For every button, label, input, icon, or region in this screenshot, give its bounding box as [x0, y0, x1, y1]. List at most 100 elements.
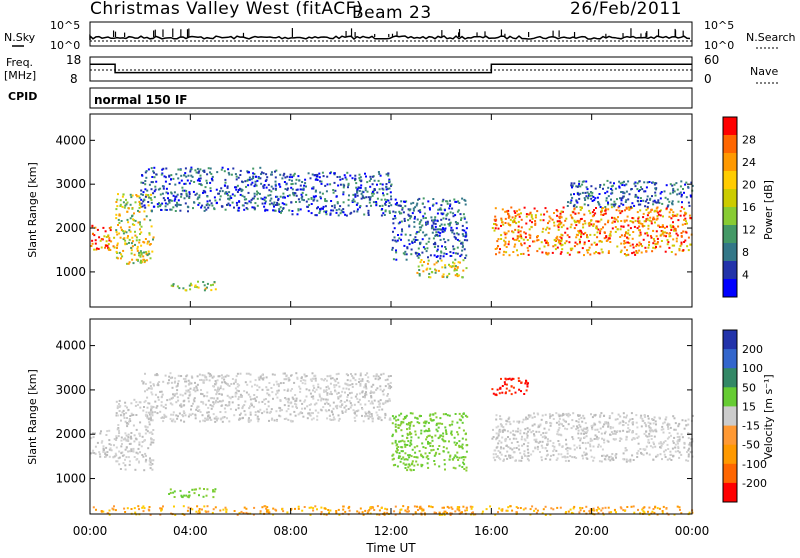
velocity-cell [360, 380, 362, 382]
power-cell [105, 245, 107, 247]
power-cell [409, 209, 411, 211]
velocity-cell [425, 452, 427, 454]
velocity-cell [108, 430, 110, 432]
power-cell [116, 205, 118, 207]
power-cell [624, 234, 626, 236]
power-cell [369, 202, 371, 204]
velocity-cell [142, 505, 144, 507]
power-cell [643, 239, 645, 241]
power-cell [443, 253, 445, 255]
power-cell [626, 220, 628, 222]
velocity-cell [264, 403, 266, 405]
power-cell [649, 217, 651, 219]
power-cell [446, 276, 448, 278]
velocity-cell [214, 421, 216, 423]
velocity-cell [659, 508, 661, 510]
velocity-cell [515, 438, 517, 440]
power-cell [392, 231, 394, 233]
power-colorbar-tick-label: 8 [742, 246, 749, 259]
velocity-cell [327, 375, 329, 377]
velocity-cell [421, 442, 423, 444]
velocity-cell [518, 460, 520, 462]
velocity-cell [610, 427, 612, 429]
velocity-cell [584, 436, 586, 438]
velocity-cell [261, 378, 263, 380]
velocity-cell [327, 386, 329, 388]
velocity-cell [372, 384, 374, 386]
power-cell [126, 231, 128, 233]
velocity-cell [556, 433, 558, 435]
velocity-cell [125, 439, 127, 441]
velocity-cell [568, 460, 570, 462]
power-cell [452, 229, 454, 231]
velocity-cell [306, 375, 308, 377]
power-cell [667, 243, 669, 245]
velocity-cell [261, 506, 263, 508]
velocity-cell [215, 506, 217, 508]
velocity-cell [395, 429, 397, 431]
velocity-cell [508, 418, 510, 420]
power-cell [442, 200, 444, 202]
power-cell [688, 202, 690, 204]
velocity-cell [505, 391, 507, 393]
velocity-cell [373, 375, 375, 377]
power-cell [422, 203, 424, 205]
power-cell [611, 192, 613, 194]
velocity-cell [567, 453, 569, 455]
velocity-cell [359, 393, 361, 395]
power-cell [648, 244, 650, 246]
velocity-cell [280, 400, 282, 402]
velocity-cell [101, 442, 103, 444]
velocity-cell [594, 424, 596, 426]
velocity-cell [133, 425, 135, 427]
velocity-cell [288, 402, 290, 404]
velocity-cell [602, 449, 604, 451]
power-cell [648, 225, 650, 227]
velocity-cell [212, 401, 214, 403]
power-cell [609, 241, 611, 243]
velocity-cell [291, 421, 293, 423]
power-cell [323, 206, 325, 208]
power-cell [651, 222, 653, 224]
velocity-cell [385, 379, 387, 381]
power-colorbar-tick-label: 4 [742, 269, 749, 282]
power-cell [397, 234, 399, 236]
power-cell [289, 194, 291, 196]
power-cell [90, 245, 92, 247]
power-cell [617, 216, 619, 218]
velocity-cell [402, 435, 404, 437]
velocity-cell [203, 395, 205, 397]
power-cell [304, 182, 306, 184]
power-cell [465, 232, 467, 234]
velocity-cell [517, 431, 519, 433]
power-cell [455, 265, 457, 267]
velocity-cell [131, 508, 133, 510]
velocity-cell [206, 495, 208, 497]
velocity-cell [386, 395, 388, 397]
velocity-cell [534, 439, 536, 441]
power-cell [646, 232, 648, 234]
power-cell [306, 201, 308, 203]
velocity-cell [397, 465, 399, 467]
power-cell [595, 220, 597, 222]
power-cell [185, 202, 187, 204]
velocity-cell [377, 414, 379, 416]
velocity-cell [312, 372, 314, 374]
power-cell [239, 174, 241, 176]
velocity-cell [95, 453, 97, 455]
velocity-cell [509, 447, 511, 449]
power-cell [221, 169, 223, 171]
power-cell [336, 209, 338, 211]
power-cell [315, 195, 317, 197]
power-cell [657, 225, 659, 227]
power-cell [421, 225, 423, 227]
power-cell [506, 232, 508, 234]
power-cell [449, 251, 451, 253]
velocity-cell [583, 451, 585, 453]
power-cell [495, 207, 497, 209]
velocity-cell [545, 414, 547, 416]
power-cell [200, 177, 202, 179]
velocity-cell [307, 413, 309, 415]
velocity-cell [108, 439, 110, 441]
velocity-cell [124, 437, 126, 439]
